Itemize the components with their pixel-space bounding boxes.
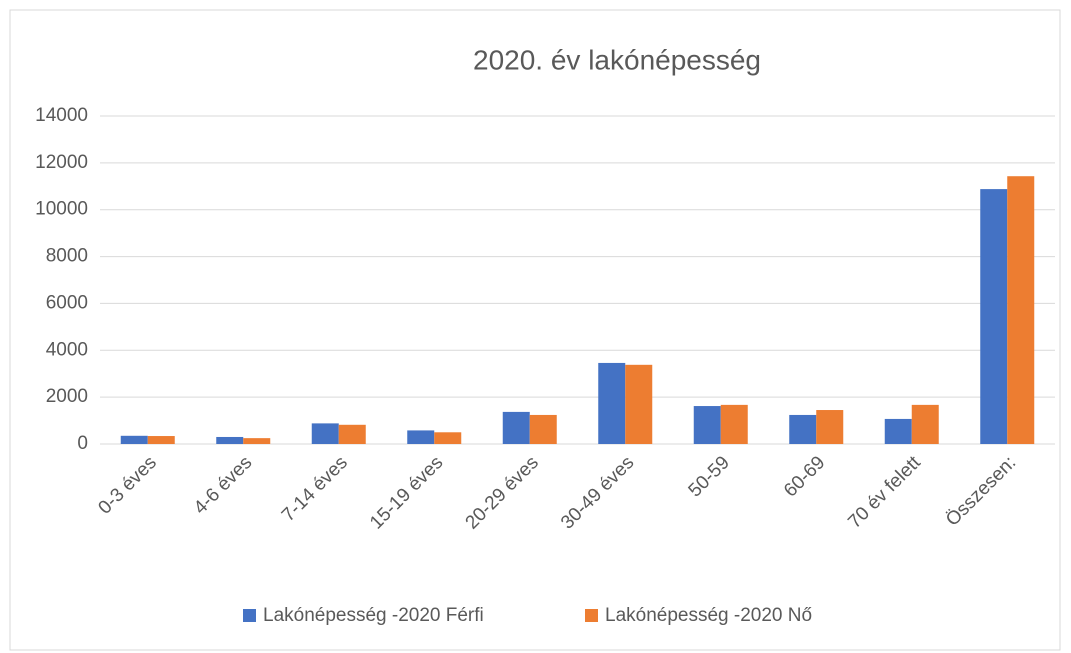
bar	[502, 411, 530, 444]
y-tick-label: 4000	[46, 339, 88, 360]
y-tick-label: 10000	[35, 199, 88, 220]
legend-swatch	[585, 609, 598, 622]
y-tick-label: 2000	[46, 386, 88, 407]
bar	[884, 418, 912, 444]
legend-label: Lakónépesség -2020 Férfi	[263, 605, 484, 626]
y-tick-label: 0	[77, 433, 88, 454]
y-tick-label: 8000	[46, 246, 88, 267]
legend-swatch	[243, 609, 256, 622]
bar	[311, 423, 339, 444]
bar	[407, 430, 435, 444]
bar	[720, 404, 748, 444]
chart-title: 2020. év lakónépesség	[473, 44, 761, 75]
bar	[120, 435, 148, 444]
legend-label: Lakónépesség -2020 Nő	[605, 605, 812, 626]
y-tick-label: 14000	[35, 105, 88, 126]
bar	[216, 436, 244, 444]
bar	[434, 432, 462, 444]
bar	[529, 414, 557, 444]
y-tick-label: 12000	[35, 152, 88, 173]
bar	[789, 414, 817, 444]
y-tick-label: 6000	[46, 292, 88, 313]
bar	[693, 406, 721, 444]
bar	[816, 410, 844, 444]
bar	[911, 404, 939, 444]
bar	[243, 438, 271, 444]
bar	[598, 362, 626, 444]
bar	[147, 436, 175, 444]
bar	[338, 424, 366, 444]
bar	[980, 189, 1008, 444]
bar	[1007, 176, 1035, 444]
bar	[625, 364, 653, 444]
chart-border	[9, 9, 1061, 651]
